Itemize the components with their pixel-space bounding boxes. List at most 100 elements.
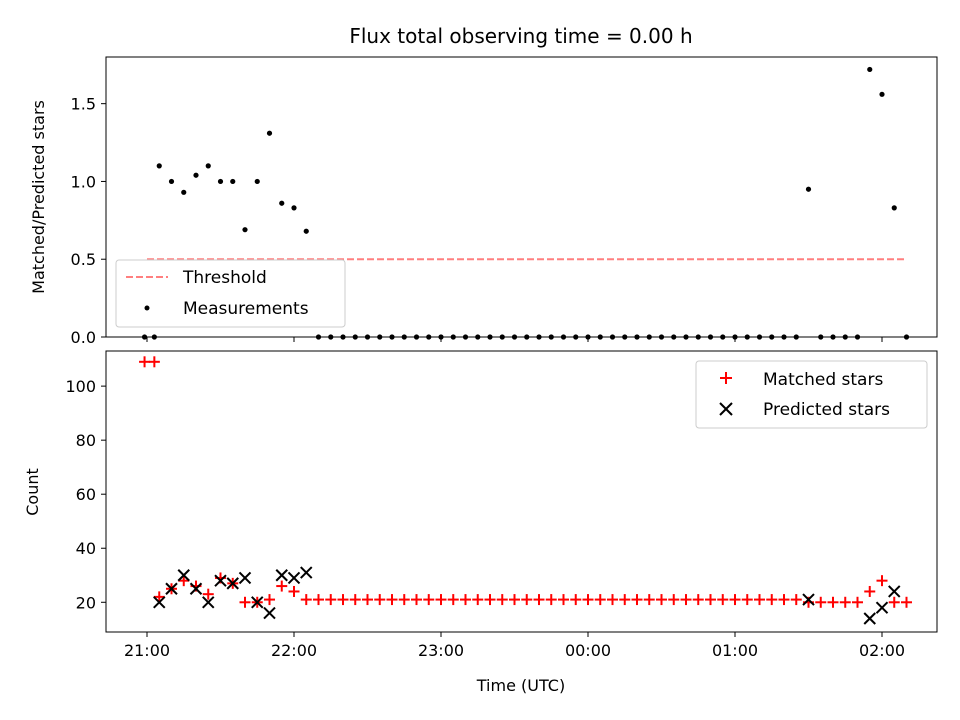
measurement-point xyxy=(141,334,148,340)
matched-point xyxy=(178,575,190,587)
ratio-y-axis: 0.0 0.5 1.0 1.5 xyxy=(71,95,106,347)
predicted-point xyxy=(263,606,276,620)
matched-point xyxy=(472,594,484,606)
matched-point xyxy=(349,594,361,606)
matched-point xyxy=(876,575,888,587)
matched-point xyxy=(852,596,863,608)
count-y-tick-label: 40 xyxy=(76,539,96,558)
measurement-point xyxy=(377,334,383,340)
matched-point xyxy=(827,596,839,608)
matched-point xyxy=(435,594,447,606)
measurement-point xyxy=(683,334,689,340)
matched-point xyxy=(460,594,471,606)
matched-point xyxy=(680,594,692,606)
measurement-point xyxy=(279,200,285,206)
count-y-tick-label: 60 xyxy=(76,485,96,504)
measurement-point xyxy=(401,334,407,340)
measurement-point xyxy=(217,178,224,185)
matched-point xyxy=(545,594,557,606)
count-legend: Matched stars Predicted stars xyxy=(695,360,928,429)
ratio-x-axis xyxy=(146,337,883,342)
count-panel: 20 40 60 80 100 21:00 22:00 23:00 00:00 01:00 02:… xyxy=(23,350,938,695)
measurement-point xyxy=(156,163,162,169)
matched-point xyxy=(717,594,729,606)
measurement-point xyxy=(805,186,812,192)
measurement-point xyxy=(205,163,211,169)
matched-point xyxy=(582,594,594,606)
predicted-point xyxy=(251,596,264,609)
ratio-panel: 0.0 0.5 1.0 1.5 Matched/Predicted stars Thr… xyxy=(29,56,938,347)
matched-point xyxy=(607,594,618,606)
predicted-point xyxy=(287,571,301,585)
predicted-point xyxy=(888,585,901,598)
measurement-point xyxy=(695,334,701,340)
x-tick-label: 01:00 xyxy=(712,641,758,660)
matched-point xyxy=(901,596,912,608)
matched-point xyxy=(729,594,741,606)
measurement-point xyxy=(328,334,334,340)
measurement-point xyxy=(879,91,885,97)
matched-point xyxy=(705,594,716,606)
matched-point xyxy=(521,594,533,606)
chart-title: Flux total observing time = 0.00 h xyxy=(349,24,692,48)
measurement-point xyxy=(597,334,603,340)
predicted-point xyxy=(226,577,239,590)
count-y-axis: 20 40 60 80 100 xyxy=(65,377,106,612)
matched-point xyxy=(496,594,508,606)
matched-point xyxy=(411,594,422,606)
matched-point xyxy=(386,594,398,606)
ratio-y-axis-label: Matched/Predicted stars xyxy=(29,100,48,294)
ratio-y-tick-label: 0.5 xyxy=(71,250,96,269)
count-x-axis: 21:00 22:00 23:00 00:00 01:00 02:00 xyxy=(124,632,905,660)
matched-point xyxy=(509,594,520,606)
predicted-point xyxy=(153,596,166,609)
threshold-legend-label: Threshold xyxy=(182,268,267,288)
x-tick-label: 00:00 xyxy=(565,641,611,660)
matched-point xyxy=(300,594,312,606)
predicted-point xyxy=(177,569,190,582)
measurement-point xyxy=(168,178,175,185)
measurement-point xyxy=(291,205,297,211)
matched-point xyxy=(815,596,827,608)
measurement-point xyxy=(842,334,848,340)
count-plot-area xyxy=(139,356,912,625)
measurement-point xyxy=(793,334,799,340)
measurement-point xyxy=(315,334,322,340)
matched-point xyxy=(643,594,655,606)
x-tick-label: 02:00 xyxy=(859,641,905,660)
measurement-point xyxy=(622,334,628,340)
ratio-legend-box xyxy=(115,259,346,328)
measurement-point xyxy=(903,334,910,340)
ratio-y-tick-label: 0.0 xyxy=(71,328,96,347)
x-tick-label: 23:00 xyxy=(418,641,464,660)
matched-point xyxy=(631,594,643,606)
measurement-point xyxy=(364,334,371,340)
measurement-point xyxy=(352,334,358,340)
matched-point xyxy=(619,594,631,606)
measurement-point xyxy=(781,334,787,340)
measurement-point xyxy=(499,334,505,340)
matched-point xyxy=(398,594,410,606)
matched-point xyxy=(447,594,459,606)
measurement-point xyxy=(340,334,346,340)
matched-point xyxy=(139,356,151,368)
measurements-legend-swatch xyxy=(144,305,150,311)
measurement-point xyxy=(671,334,677,340)
predicted-point xyxy=(300,566,313,579)
matched-point xyxy=(754,594,765,606)
predicted-point xyxy=(189,582,203,595)
predicted-point xyxy=(863,612,876,625)
predicted-point xyxy=(275,569,288,582)
measurement-point xyxy=(181,189,187,195)
matched-point xyxy=(778,594,790,606)
measurement-point xyxy=(303,228,309,234)
measurement-point xyxy=(462,334,469,340)
matched-point xyxy=(325,594,337,606)
measurement-point xyxy=(524,334,530,340)
ratio-y-tick-label: 1.0 xyxy=(71,172,96,191)
predicted-legend-swatch xyxy=(719,402,733,416)
measurement-point xyxy=(242,227,248,233)
matched-point xyxy=(790,594,802,606)
matched-point xyxy=(276,580,288,592)
matched-point xyxy=(288,585,300,597)
